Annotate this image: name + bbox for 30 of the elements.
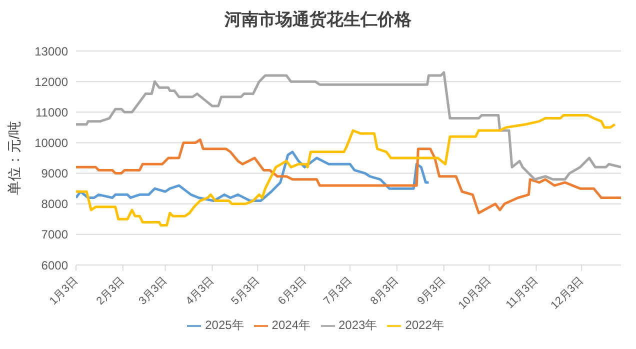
x-tick-label: 10月3日 (456, 274, 494, 312)
y-tick-label: 12000 (34, 74, 68, 89)
chart-title: 河南市场通货花生仁价格 (224, 9, 412, 31)
y-tick-label: 10000 (34, 136, 68, 150)
x-tick-label: 1月3日 (47, 274, 80, 308)
y-tick-label: 8000 (41, 197, 68, 212)
y-tick-label: 11000 (36, 105, 68, 120)
x-tick-label: 11月3日 (504, 274, 540, 312)
y-tick-label: 13000 (34, 44, 68, 58)
line-series (76, 138, 621, 214)
y-tick-label: 6000 (41, 258, 68, 272)
line-series (76, 114, 616, 227)
x-tick-label: 7月3日 (321, 274, 354, 308)
x-tick-label: 3月3日 (136, 274, 170, 308)
x-tick-label: 6月3日 (276, 274, 309, 308)
x-tick-label: 12月3日 (548, 274, 586, 312)
legend-label: 2022年 (405, 318, 444, 332)
legend-label: 2023年 (338, 318, 378, 332)
x-tick-label: 5月3日 (229, 274, 262, 308)
x-tick-label: 9月3日 (415, 274, 448, 308)
legend-label: 2025年 (205, 318, 244, 332)
line-series (76, 150, 430, 202)
legend-label: 2024年 (272, 318, 310, 332)
x-tick-label: 8月3日 (368, 274, 402, 308)
x-tick-label: 4月3日 (184, 274, 216, 308)
line-series (76, 71, 621, 181)
y-axis-title: 单位：元/吨 (6, 121, 22, 195)
x-tick-label: 2月3日 (94, 274, 128, 308)
y-tick-label: 7000 (41, 228, 68, 242)
y-tick-label: 9000 (41, 166, 68, 181)
